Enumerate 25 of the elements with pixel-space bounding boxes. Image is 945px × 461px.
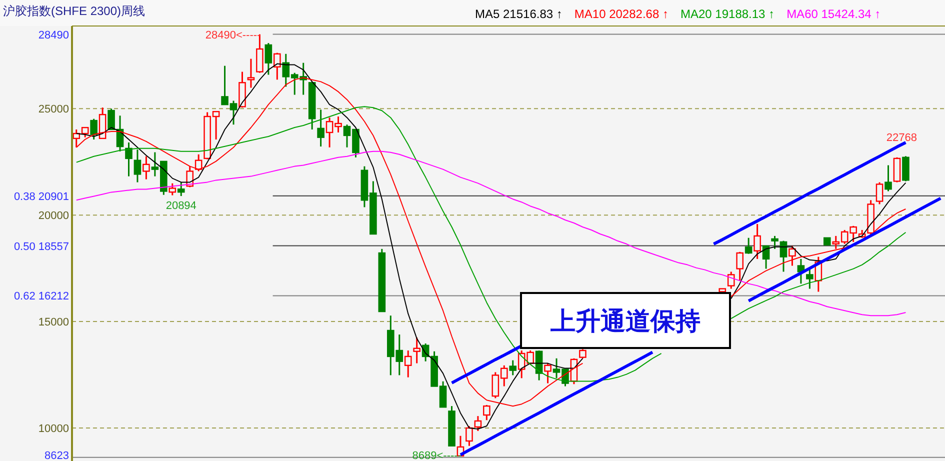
y-tick-label: 28490 [38, 29, 69, 42]
chart-title: 沪胶指数(SHFE 2300)周线 [3, 4, 146, 18]
text: MA5 21516.83 ↑ [475, 7, 562, 21]
text: MA20 19188.13 ↑ [680, 7, 775, 21]
annotation: 上升通道保持 [550, 308, 700, 336]
annotation: 28490<----- [205, 29, 262, 42]
y-tick-label: 0.62 16212 [14, 290, 69, 303]
candlestick [404, 350, 412, 378]
candlestick [134, 148, 142, 184]
y-tick-label: 25000 [38, 104, 69, 116]
annotation: 8689<----- [412, 450, 462, 461]
text: MA10 20282.68 ↑ [574, 7, 668, 21]
y-tick-label: 10000 [38, 422, 69, 435]
candlestick [142, 156, 150, 180]
y-tick-label: 0.50 18557 [14, 240, 69, 253]
annotation: 20894 [166, 200, 196, 212]
y-tick-label: 8623 [44, 450, 69, 461]
candlestick [413, 336, 420, 364]
candlestick [125, 142, 132, 178]
text: MA60 15424.34 ↑ [786, 7, 881, 21]
y-tick-label: 15000 [38, 316, 69, 329]
y-tick-label: 20000 [38, 210, 69, 222]
y-tick-label: 0.38 20901 [14, 190, 69, 203]
annotation: 22768 [886, 132, 918, 144]
candlestick [317, 108, 324, 148]
